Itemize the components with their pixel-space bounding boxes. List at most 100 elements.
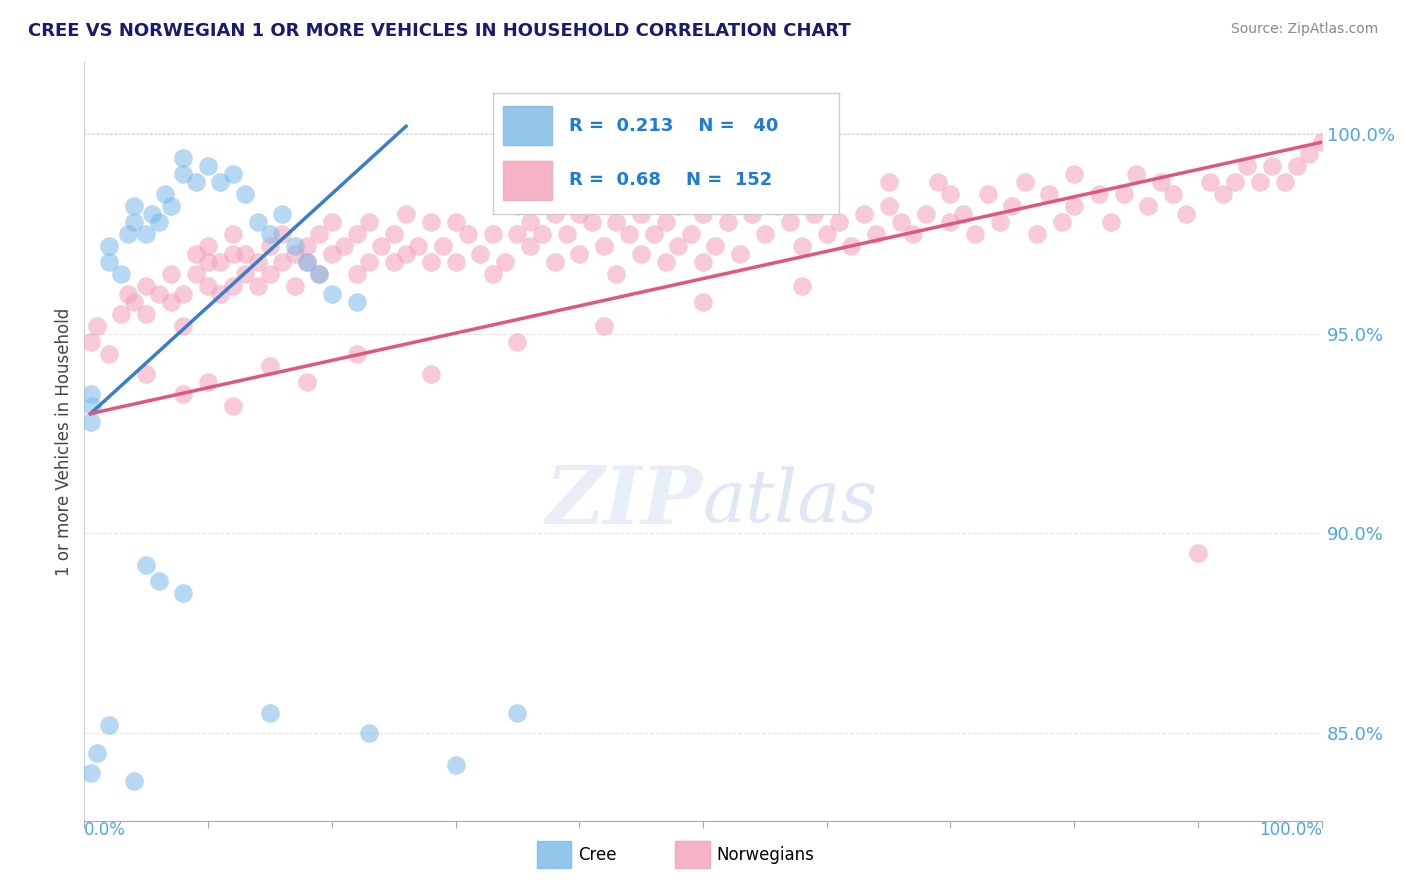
Point: [346, 227, 368, 241]
Point: [692, 207, 714, 221]
Point: [308, 267, 330, 281]
Point: [543, 207, 565, 221]
Point: [98, 239, 121, 253]
Point: [148, 574, 170, 589]
Point: [184, 267, 207, 281]
Point: [519, 215, 541, 229]
Point: [988, 215, 1011, 229]
Point: [1063, 167, 1085, 181]
Point: [160, 199, 183, 213]
Point: [531, 227, 554, 241]
Point: [295, 375, 318, 389]
Point: [333, 239, 356, 253]
Point: [271, 207, 294, 221]
Point: [655, 255, 678, 269]
Point: [79, 765, 101, 780]
Point: [419, 215, 441, 229]
Point: [506, 706, 529, 720]
Point: [457, 227, 479, 241]
Point: [1063, 199, 1085, 213]
Point: [666, 199, 689, 213]
Text: Source: ZipAtlas.com: Source: ZipAtlas.com: [1230, 22, 1378, 37]
Point: [222, 227, 245, 241]
Point: [172, 586, 194, 600]
Point: [233, 267, 256, 281]
Point: [568, 247, 591, 261]
Point: [581, 215, 603, 229]
Point: [865, 227, 887, 241]
Point: [122, 199, 145, 213]
Text: ZIP: ZIP: [546, 464, 703, 541]
Point: [259, 267, 281, 281]
Point: [617, 227, 640, 241]
Point: [308, 227, 330, 241]
Point: [357, 255, 380, 269]
Point: [184, 175, 207, 189]
Point: [717, 215, 740, 229]
Point: [828, 215, 851, 229]
Point: [209, 175, 232, 189]
Point: [135, 558, 157, 573]
Point: [295, 239, 318, 253]
Point: [117, 227, 139, 241]
Point: [295, 255, 318, 269]
Point: [98, 255, 121, 269]
Point: [1001, 199, 1024, 213]
Point: [233, 187, 256, 202]
Point: [1150, 175, 1173, 189]
Point: [1125, 167, 1147, 181]
Point: [494, 255, 516, 269]
Point: [172, 151, 194, 165]
Point: [779, 215, 801, 229]
Point: [346, 347, 368, 361]
Point: [122, 294, 145, 309]
Point: [568, 187, 591, 202]
Point: [408, 239, 430, 253]
Point: [543, 255, 565, 269]
Point: [506, 227, 529, 241]
Point: [666, 239, 689, 253]
Point: [382, 255, 405, 269]
Point: [346, 294, 368, 309]
Point: [197, 279, 219, 293]
Point: [679, 227, 702, 241]
Point: [1236, 159, 1258, 173]
Point: [1310, 135, 1333, 149]
Point: [555, 227, 578, 241]
Point: [110, 267, 132, 281]
Point: [172, 318, 194, 333]
Point: [506, 334, 529, 349]
Point: [470, 247, 492, 261]
Point: [382, 227, 405, 241]
Point: [976, 187, 998, 202]
Point: [284, 247, 307, 261]
Point: [704, 239, 727, 253]
Point: [233, 247, 256, 261]
Point: [86, 318, 108, 333]
Point: [135, 367, 157, 381]
Point: [141, 207, 163, 221]
Point: [86, 746, 108, 760]
Point: [728, 247, 751, 261]
Point: [1199, 175, 1222, 189]
Point: [197, 255, 219, 269]
Point: [1112, 187, 1135, 202]
Point: [172, 167, 194, 181]
Point: [605, 267, 627, 281]
Point: [1274, 175, 1296, 189]
Point: [593, 239, 616, 253]
Point: [481, 267, 503, 281]
Point: [148, 215, 170, 229]
Point: [148, 286, 170, 301]
Point: [877, 199, 900, 213]
Point: [197, 375, 219, 389]
Point: [259, 239, 281, 253]
Point: [246, 279, 269, 293]
Point: [519, 239, 541, 253]
Point: [1099, 215, 1122, 229]
Point: [271, 227, 294, 241]
Point: [321, 247, 343, 261]
Point: [790, 279, 813, 293]
Point: [803, 207, 825, 221]
Point: [815, 227, 838, 241]
